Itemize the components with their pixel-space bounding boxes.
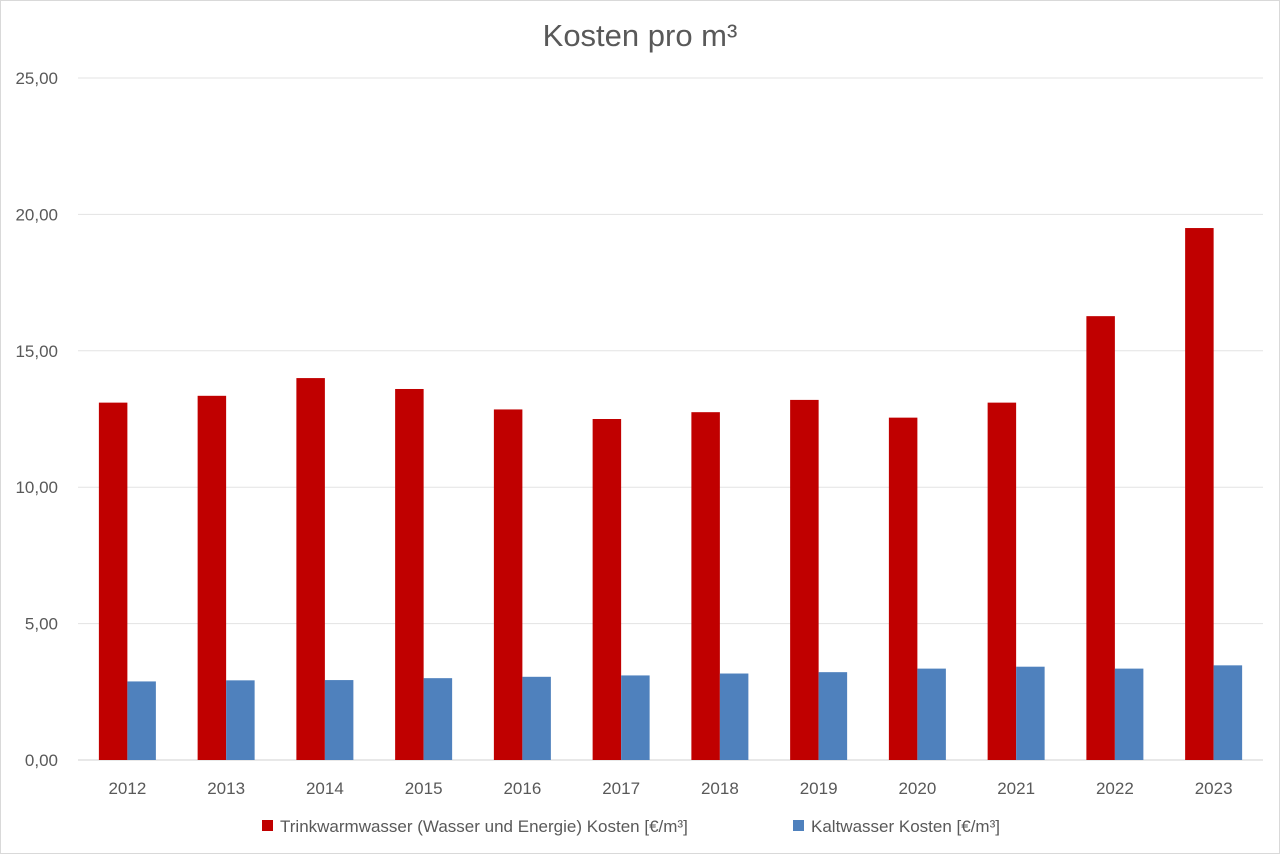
- bar-trinkwarmwasser-2015: [395, 388, 424, 760]
- x-tick-label: 2016: [503, 779, 541, 798]
- bar-kaltwasser-2014: [324, 680, 354, 760]
- y-tick-label: 5,00: [25, 615, 58, 634]
- bar-trinkwarmwasser-2022: [1086, 316, 1115, 760]
- x-tick-label: 2015: [405, 779, 443, 798]
- bar-kaltwasser-2022: [1114, 668, 1144, 760]
- bar-kaltwasser-2023: [1213, 665, 1243, 760]
- bar-trinkwarmwasser-2020: [888, 417, 918, 760]
- x-tick-label: 2013: [207, 779, 245, 798]
- x-tick-label: 2021: [997, 779, 1035, 798]
- x-tick-label: 2022: [1096, 779, 1134, 798]
- bar-kaltwasser-2015: [423, 678, 453, 760]
- bar-kaltwasser-2020: [917, 668, 946, 760]
- bar-kaltwasser-2017: [621, 675, 650, 760]
- bar-kaltwasser-2016: [522, 676, 551, 760]
- bar-kaltwasser-2018: [719, 673, 749, 760]
- x-tick-label: 2012: [108, 779, 146, 798]
- bar-trinkwarmwasser-2017: [592, 419, 622, 760]
- x-tick-label: 2014: [306, 779, 344, 798]
- x-axis-ticks: 2012 2013 2014 2015 2016 2017 2018 2019 2020 2021…: [108, 779, 1232, 798]
- y-tick-label: 15,00: [15, 342, 58, 361]
- bar-kaltwasser-2019: [818, 672, 848, 760]
- bar-trinkwarmwasser-2013: [197, 395, 227, 760]
- legend-swatch-kaltwasser: [793, 820, 804, 831]
- bar-trinkwarmwasser-2021: [987, 402, 1017, 760]
- bar-trinkwarmwasser-2019: [790, 399, 819, 760]
- x-tick-label: 2018: [701, 779, 739, 798]
- y-tick-label: 0,00: [25, 751, 58, 770]
- y-tick-label: 10,00: [15, 478, 58, 497]
- y-axis-ticks: 0,00 5,00 10,00 15,00 20,00 25,00: [15, 69, 58, 770]
- bar-trinkwarmwasser-2014: [296, 378, 325, 760]
- bar-trinkwarmwasser-2016: [493, 409, 523, 760]
- legend-label-kaltwasser: Kaltwasser Kosten [€/m³]: [811, 817, 1000, 836]
- bar-kaltwasser-2021: [1016, 666, 1045, 760]
- bar-kaltwasser-2012: [127, 681, 156, 760]
- legend: Trinkwarmwasser (Wasser und Energie) Kos…: [262, 817, 1000, 836]
- chart-title: Kosten pro m³: [543, 18, 738, 53]
- bar-kaltwasser-2013: [226, 680, 255, 760]
- legend-swatch-trinkwarmwasser: [262, 820, 273, 831]
- legend-label-trinkwarmwasser: Trinkwarmwasser (Wasser und Energie) Kos…: [280, 817, 688, 836]
- gridlines: [78, 77, 1263, 761]
- bar-trinkwarmwasser-2018: [691, 412, 720, 760]
- bar-trinkwarmwasser-2023: [1185, 228, 1214, 761]
- x-tick-label: 2019: [800, 779, 838, 798]
- x-tick-label: 2017: [602, 779, 640, 798]
- x-tick-label: 2020: [898, 779, 936, 798]
- y-tick-label: 20,00: [15, 205, 58, 224]
- y-tick-label: 25,00: [15, 69, 58, 88]
- bars: [98, 228, 1243, 761]
- x-tick-label: 2023: [1195, 779, 1233, 798]
- bar-trinkwarmwasser-2012: [98, 402, 128, 760]
